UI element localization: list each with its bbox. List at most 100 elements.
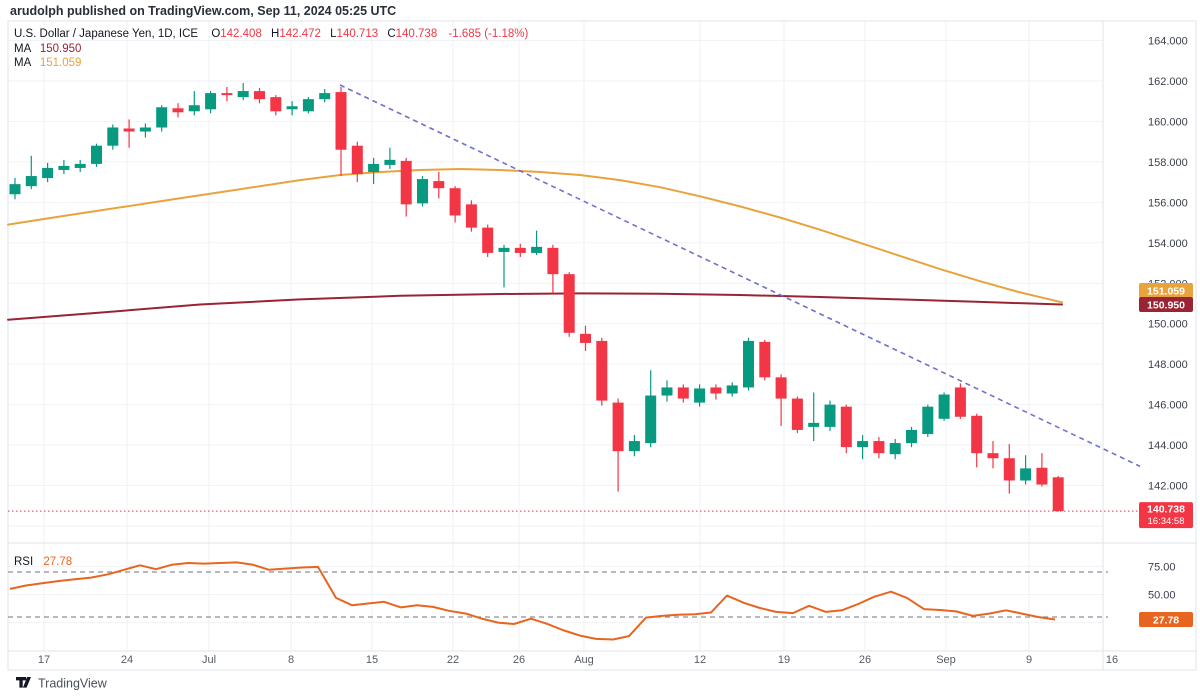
candle[interactable] — [791, 396, 803, 433]
candle[interactable] — [726, 382, 738, 397]
candle[interactable] — [91, 143, 102, 167]
candle[interactable] — [254, 88, 265, 104]
candle[interactable] — [677, 384, 689, 403]
candle[interactable] — [775, 374, 787, 426]
ma-100-line[interactable] — [7, 167, 1063, 304]
candle[interactable] — [987, 441, 999, 469]
candle[interactable] — [596, 337, 608, 406]
candle[interactable] — [938, 392, 950, 421]
candle[interactable] — [840, 404, 852, 454]
svg-text:27.78: 27.78 — [1153, 614, 1179, 626]
ma-200-legend[interactable]: MA 150.950 — [14, 43, 81, 55]
candle[interactable] — [1036, 453, 1048, 487]
time-axis-label: 12 — [694, 654, 706, 666]
candle[interactable] — [857, 434, 869, 460]
rsi-line[interactable] — [9, 561, 1056, 641]
candle[interactable] — [417, 176, 428, 207]
candle[interactable] — [449, 186, 461, 223]
rsi-axis-label: 75.00 — [1148, 561, 1176, 573]
rsi-label: RSI — [14, 556, 33, 568]
candle[interactable] — [172, 103, 184, 118]
ohlc-high-value: 142.472 — [279, 28, 321, 40]
time-axis-label: Sep — [936, 654, 956, 666]
candle[interactable] — [433, 171, 445, 199]
candle[interactable] — [74, 159, 86, 172]
candle[interactable] — [743, 337, 754, 391]
ma-100-value: 151.059 — [40, 57, 82, 69]
candle[interactable] — [1052, 476, 1064, 512]
candle[interactable] — [889, 439, 901, 460]
candle[interactable] — [482, 224, 494, 257]
svg-text:150.950: 150.950 — [1147, 300, 1185, 312]
candle[interactable] — [368, 157, 380, 185]
candle[interactable] — [139, 123, 151, 138]
candle[interactable] — [694, 384, 706, 407]
candle[interactable] — [302, 97, 314, 114]
price-axis-label: 144.000 — [1148, 440, 1188, 452]
candle[interactable] — [547, 244, 559, 294]
ohlc-open-label: O — [211, 28, 220, 40]
candle[interactable] — [286, 101, 298, 116]
candle[interactable] — [906, 426, 917, 448]
rsi-legend[interactable]: RSI 27.78 — [14, 556, 72, 568]
svg-text:151.059: 151.059 — [1147, 286, 1185, 298]
candle[interactable] — [221, 87, 233, 102]
candle[interactable] — [319, 89, 331, 103]
price-axis-label: 162.000 — [1148, 76, 1188, 88]
candle[interactable] — [971, 413, 983, 468]
candle[interactable] — [954, 383, 966, 419]
candle[interactable] — [335, 87, 347, 177]
candle[interactable] — [759, 339, 771, 381]
candle[interactable] — [188, 91, 200, 116]
tradingview-wordmark: TradingView — [38, 677, 108, 691]
candle[interactable] — [237, 82, 249, 101]
candle[interactable] — [580, 325, 591, 352]
ma-100-label: MA — [14, 57, 32, 69]
candle[interactable] — [205, 91, 217, 114]
candle[interactable] — [612, 398, 624, 492]
bar-countdown: 16:34:58 — [1148, 516, 1185, 527]
time-axis-label: 24 — [121, 654, 133, 666]
ma-100-legend[interactable]: MA 151.059 — [14, 57, 81, 69]
candle[interactable] — [123, 119, 135, 148]
candle[interactable] — [922, 404, 934, 438]
candle[interactable] — [25, 155, 37, 190]
candle[interactable] — [873, 437, 885, 459]
candle[interactable] — [661, 380, 673, 402]
ma-200-line[interactable] — [7, 292, 1063, 321]
time-axis-label: 26 — [859, 654, 871, 666]
candle[interactable] — [58, 159, 70, 175]
candle[interactable] — [107, 124, 119, 150]
candle[interactable] — [156, 105, 168, 132]
candle[interactable] — [531, 230, 543, 255]
candle[interactable] — [808, 392, 820, 442]
trendline[interactable] — [339, 84, 1141, 468]
candle[interactable] — [9, 178, 21, 200]
candle[interactable] — [270, 95, 282, 116]
tradingview-logo[interactable]: TradingView — [16, 677, 108, 691]
symbol-legend[interactable]: U.S. Dollar / Japanese Yen, 1D, ICE O142… — [14, 28, 528, 40]
symbol-title[interactable]: U.S. Dollar / Japanese Yen, 1D, ICE — [14, 28, 198, 40]
svg-text:140.738: 140.738 — [1147, 504, 1185, 516]
candle[interactable] — [384, 147, 396, 169]
candle[interactable] — [42, 162, 54, 183]
candle[interactable] — [645, 370, 657, 448]
candle[interactable] — [514, 243, 526, 257]
ohlc-low-value: 140.713 — [337, 28, 379, 40]
candle[interactable] — [400, 157, 412, 217]
candle[interactable] — [465, 200, 477, 232]
candle[interactable] — [710, 384, 722, 400]
ohlc-open-value: 142.408 — [220, 28, 262, 40]
candle[interactable] — [628, 434, 640, 457]
candle[interactable] — [1003, 444, 1015, 494]
time-axis-label: 26 — [513, 654, 525, 666]
candle[interactable] — [824, 400, 836, 431]
candle[interactable] — [498, 244, 510, 288]
time-axis-label: Jul — [202, 654, 216, 666]
candle[interactable] — [351, 141, 363, 183]
candle[interactable] — [1020, 455, 1032, 485]
candle[interactable] — [563, 272, 575, 337]
